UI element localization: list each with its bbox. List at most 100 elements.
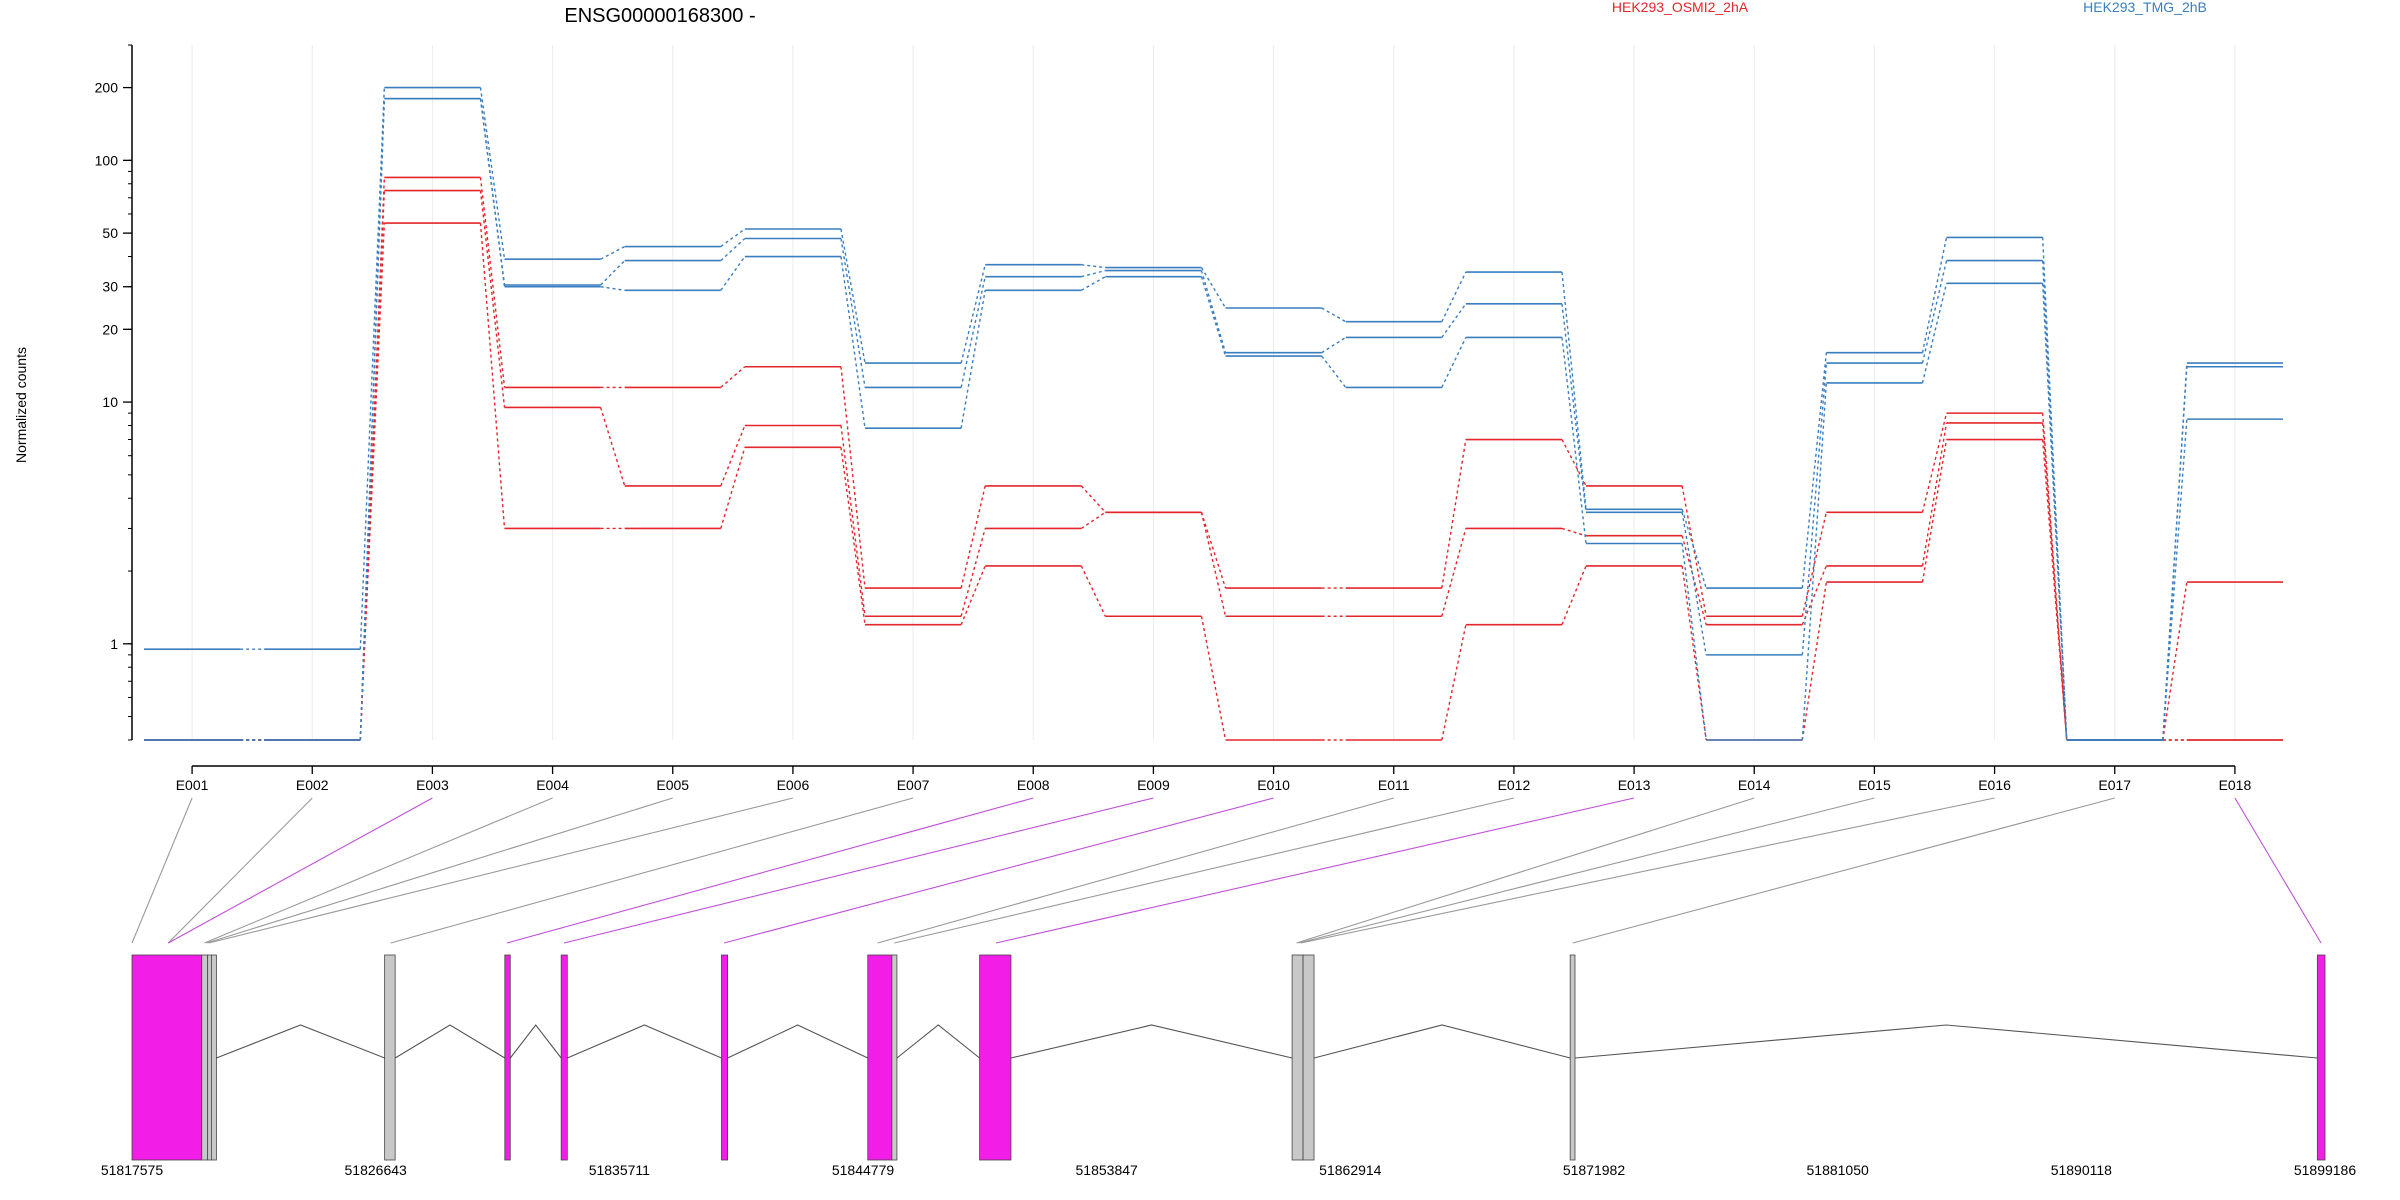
data-connector <box>479 177 506 388</box>
intron <box>216 1024 385 1059</box>
data-connector <box>1801 581 1828 741</box>
data-connector <box>1441 271 1467 323</box>
exon-connector <box>995 797 1635 944</box>
gene-model: 51817575 51826643 51835711 51844779 51853847… <box>101 954 2356 1178</box>
x-tick-label: E004 <box>536 777 569 793</box>
intron <box>394 1024 506 1059</box>
x-tick-label: E012 <box>1498 777 1531 793</box>
data-connector <box>1441 439 1467 589</box>
data-connector <box>1441 528 1467 617</box>
exon-connector <box>723 797 1274 944</box>
genomic-coordinate-label: 51871982 <box>1563 1162 1626 1178</box>
axes: 1 10 20 30 50 100 200 E001 E002 E003 E004 E005 E006 E… <box>95 44 2252 793</box>
data-connector <box>1561 303 1587 513</box>
data-connector <box>359 87 386 650</box>
x-tick-label: E009 <box>1137 777 1170 793</box>
exon-block-highlighted <box>867 954 893 1161</box>
x-tick-label: E013 <box>1618 777 1651 793</box>
data-connector <box>720 366 746 388</box>
exon-connector <box>877 797 1394 944</box>
data-connector <box>960 485 986 589</box>
plot-area <box>144 86 2283 741</box>
data-connector <box>1921 260 1948 364</box>
data-connector <box>1200 267 1227 309</box>
data-connector <box>1321 307 1347 323</box>
intron <box>1010 1024 1293 1059</box>
intron <box>896 1024 980 1059</box>
series-3 <box>144 222 2283 741</box>
genomic-coordinate-label: 51881050 <box>1807 1162 1870 1178</box>
y-tick-label: 20 <box>102 321 118 337</box>
x-tick-label: E006 <box>777 777 810 793</box>
exon-block <box>210 954 217 1161</box>
data-connector <box>720 425 746 487</box>
data-connector <box>1441 624 1467 741</box>
data-connector <box>1200 616 1227 741</box>
genomic-coordinate-label: 51826643 <box>345 1162 408 1178</box>
chart-title: ENSG00000168300 - <box>564 5 755 27</box>
data-connector <box>1801 565 1827 625</box>
data-connector <box>1441 337 1467 388</box>
exon-block-highlighted <box>2316 954 2326 1161</box>
data-connector <box>359 98 386 741</box>
x-tick-label: E015 <box>1858 777 1891 793</box>
data-connector <box>1681 543 1707 741</box>
data-connector <box>1801 363 1828 655</box>
exon-connector <box>1298 797 1875 944</box>
intron <box>1313 1024 1571 1059</box>
x-tick-label: E016 <box>1978 777 2011 793</box>
data-connector <box>840 228 866 364</box>
data-connector <box>2162 581 2188 741</box>
data-connector <box>1921 283 1948 384</box>
exon-connector <box>390 797 914 944</box>
y-tick-label: 10 <box>102 394 118 410</box>
data-connector <box>840 447 866 625</box>
y-tick-label: 50 <box>102 225 118 241</box>
exon-block <box>891 954 898 1161</box>
data-connector <box>600 245 626 260</box>
data-connector <box>479 190 506 408</box>
exon-connector <box>894 797 1515 944</box>
y-tick-label: 200 <box>95 80 119 96</box>
data-connector <box>1200 276 1227 357</box>
data-connector <box>960 264 986 364</box>
data-connector <box>1561 527 1587 537</box>
exon-block-highlighted <box>131 954 203 1161</box>
exon-connector <box>563 797 1154 944</box>
exon-block-highlighted <box>560 954 568 1161</box>
data-connector <box>1681 509 1707 589</box>
data-connector <box>840 366 866 589</box>
genomic-coordinate-label: 51835711 <box>589 1162 650 1178</box>
x-tick-label: E011 <box>1378 777 1410 793</box>
data-connector <box>960 565 986 625</box>
data-connector <box>720 447 746 529</box>
exon-connector <box>204 797 553 944</box>
exon-connectors <box>131 797 2322 944</box>
genomic-coordinate-label: 51844779 <box>832 1162 895 1178</box>
genomic-coordinate-label: 51817575 <box>101 1162 164 1178</box>
data-connector <box>960 290 986 429</box>
data-connector <box>1561 565 1587 625</box>
exon-block <box>1302 954 1315 1161</box>
x-tick-label: E017 <box>2098 777 2131 793</box>
data-connector <box>1080 565 1106 617</box>
exon-connector <box>2234 797 2322 944</box>
exon-connector <box>167 797 433 944</box>
data-connector <box>1321 355 1347 388</box>
data-connector <box>1200 512 1227 589</box>
data-connector <box>1081 269 1106 278</box>
exon-block <box>207 954 212 1161</box>
series-1 <box>144 176 2283 741</box>
data-connector <box>960 276 986 388</box>
data-connector <box>2041 283 2068 741</box>
data-connector <box>1681 565 1707 741</box>
y-tick-label: 100 <box>95 152 119 168</box>
y-tick-label: 1 <box>110 636 118 652</box>
exon-block-highlighted <box>721 954 729 1161</box>
exon-block <box>1291 954 1304 1161</box>
x-tick-label: E018 <box>2219 777 2252 793</box>
intron <box>567 1024 722 1059</box>
exon-connector <box>1296 797 1755 944</box>
data-connector <box>720 237 746 262</box>
data-connector <box>960 528 986 617</box>
